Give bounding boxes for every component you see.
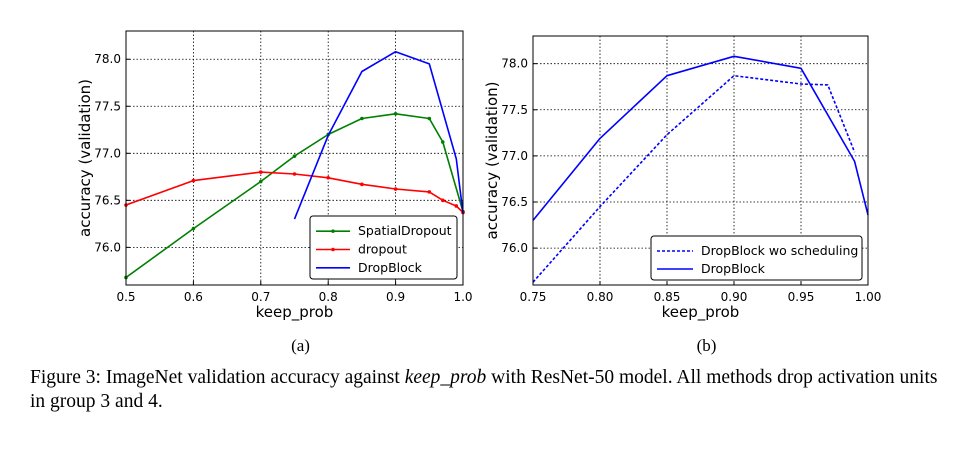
legend: SpatialDropout dropout DropBlock bbox=[309, 215, 458, 280]
y-axis-label: accuracy (validation) bbox=[76, 79, 94, 237]
data-point bbox=[292, 172, 297, 176]
y-tick-label: 76.5 bbox=[94, 193, 121, 207]
y-tick-label: 76.0 bbox=[94, 240, 121, 254]
subfigure-label: (a) bbox=[291, 336, 310, 355]
plot-frame bbox=[532, 35, 869, 286]
caption-emphasis: keep_prob bbox=[404, 367, 487, 388]
x-tick-label: 0.95 bbox=[788, 290, 815, 304]
x-tick-label: 0.7 bbox=[251, 290, 270, 304]
caption-suffix: with ResNet-50 model. All methods drop a… bbox=[30, 367, 938, 412]
legend-label: DropBlock bbox=[358, 260, 423, 275]
x-axis-label: keep_prob bbox=[256, 303, 334, 322]
data-point bbox=[440, 198, 445, 203]
x-tick-label: 1.0 bbox=[453, 290, 472, 304]
y-tick-label: 78.0 bbox=[94, 52, 121, 66]
legend: DropBlock wo scheduling DropBlock bbox=[650, 235, 863, 281]
series-line-dropblock bbox=[532, 55, 869, 221]
figure-caption: Figure 3: ImageNet validation accuracy a… bbox=[30, 366, 940, 414]
data-point bbox=[360, 182, 364, 187]
series-line-dropblock bbox=[293, 50, 464, 220]
data-point bbox=[454, 204, 459, 208]
x-tick-label: 0.5 bbox=[116, 290, 135, 304]
y-tick-label: 77.5 bbox=[501, 103, 528, 117]
y-tick-label: 76.5 bbox=[501, 195, 528, 209]
data-point bbox=[393, 111, 398, 116]
x-tick-label: 0.8 bbox=[319, 290, 338, 304]
series-line-dropout bbox=[125, 171, 464, 214]
x-tick-label: 1.00 bbox=[855, 290, 882, 304]
data-point bbox=[259, 170, 263, 174]
data-point bbox=[191, 178, 196, 183]
x-tick-label: 0.90 bbox=[721, 290, 748, 304]
x-tick-label: 0.85 bbox=[654, 290, 681, 304]
subfigure-label: (b) bbox=[697, 336, 717, 355]
data-point bbox=[360, 116, 364, 121]
data-point bbox=[191, 226, 196, 231]
data-point bbox=[259, 179, 263, 184]
chart-b: 0.75 0.80 0.85 0.90 0.95 1.00 76.0 76.5 77.0 77.5… bbox=[483, 35, 882, 355]
plot-frame bbox=[125, 30, 464, 286]
x-tick-label: 0.80 bbox=[587, 290, 614, 304]
x-tick-label: 0.75 bbox=[520, 290, 547, 304]
legend-label: DropBlock wo scheduling bbox=[701, 243, 858, 258]
data-point bbox=[393, 187, 398, 191]
x-tick-label: 0.6 bbox=[184, 290, 203, 304]
legend-box bbox=[650, 235, 863, 281]
data-point bbox=[440, 140, 445, 144]
series-line-dropblock-wo-scheduling bbox=[532, 74, 856, 283]
legend-marker bbox=[331, 247, 335, 252]
data-point bbox=[427, 190, 432, 194]
y-tick-label: 77.0 bbox=[94, 146, 121, 160]
y-tick-label: 77.0 bbox=[501, 149, 528, 163]
x-tick-label: 0.9 bbox=[386, 290, 405, 304]
legend-marker bbox=[331, 229, 335, 233]
data-point bbox=[326, 175, 331, 180]
chart-a: 0.5 0.6 0.7 0.8 0.9 1.0 76.0 76.5 77.0 77.5 78.0 ke… bbox=[76, 30, 473, 355]
legend-label: dropout bbox=[358, 242, 407, 257]
data-point bbox=[427, 116, 432, 121]
caption-prefix: Figure 3: ImageNet validation accuracy a… bbox=[30, 367, 405, 388]
x-axis-label: keep_prob bbox=[662, 303, 740, 322]
y-axis-label: accuracy (validation) bbox=[483, 82, 501, 240]
y-tick-label: 78.0 bbox=[501, 57, 528, 71]
y-tick-label: 77.5 bbox=[94, 99, 121, 113]
legend-label: DropBlock bbox=[701, 261, 766, 276]
data-point bbox=[292, 154, 297, 158]
y-tick-label: 76.0 bbox=[501, 241, 528, 255]
series-line-spatialdropout bbox=[125, 113, 464, 279]
legend-label: SpatialDropout bbox=[358, 223, 452, 238]
